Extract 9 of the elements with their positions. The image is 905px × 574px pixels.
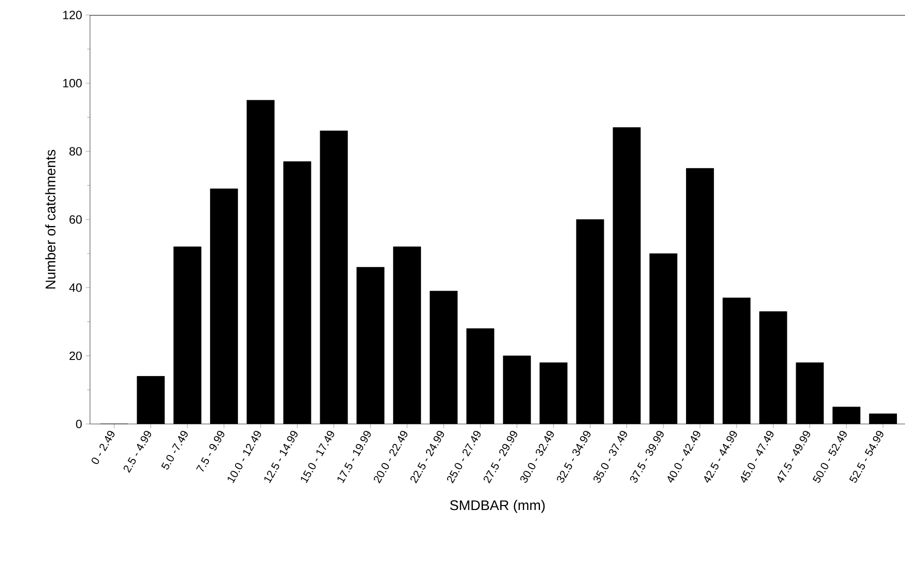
x-axis-title: SMDBAR (mm) <box>450 500 545 513</box>
y-tick-label: 60 <box>70 215 82 224</box>
y-tick-label: 40 <box>69 283 82 292</box>
y-tick-label: 0 <box>76 420 82 428</box>
y-axis-title: Number of catchments <box>45 150 56 288</box>
y-tick-label: 100 <box>63 78 82 88</box>
y-tick-label: 80 <box>69 147 82 156</box>
y-tick-label: 20 <box>70 352 82 360</box>
y-tick-label: 120 <box>63 10 82 20</box>
